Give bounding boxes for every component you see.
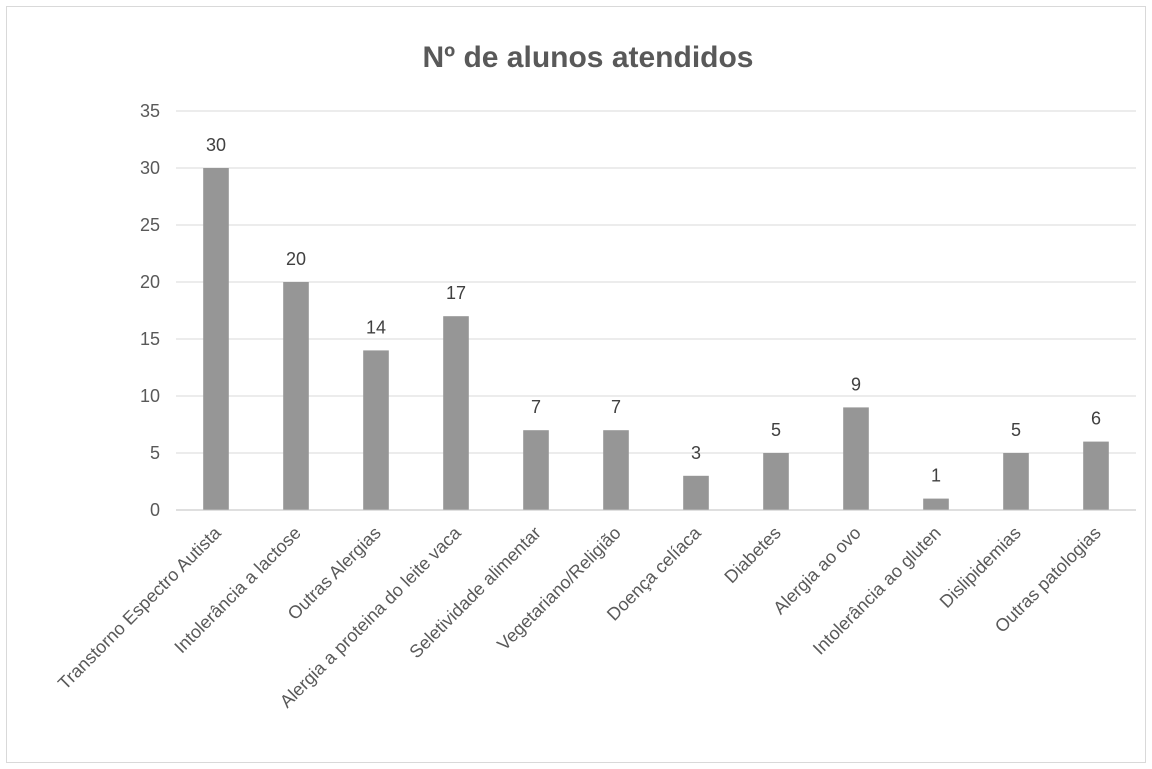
data-label: 7	[611, 397, 621, 417]
bar	[923, 498, 949, 510]
bars	[203, 168, 1109, 510]
bar	[1003, 453, 1029, 510]
x-tick-label: Dislipidemias	[936, 523, 1025, 612]
data-label: 30	[206, 135, 226, 155]
bar	[443, 316, 469, 510]
data-label: 9	[851, 374, 861, 394]
bar	[843, 407, 869, 510]
data-label: 1	[931, 466, 941, 486]
bar	[363, 350, 389, 510]
data-label: 20	[286, 249, 306, 269]
gridlines	[176, 110, 1136, 454]
y-tick-label: 20	[140, 272, 160, 292]
y-tick-label: 10	[140, 386, 160, 406]
bar	[603, 430, 629, 510]
bar	[683, 475, 709, 510]
data-label: 7	[531, 397, 541, 417]
bar	[523, 430, 549, 510]
data-label: 5	[1011, 420, 1021, 440]
y-tick-label: 30	[140, 158, 160, 178]
bar	[763, 453, 789, 510]
chart-title: Nº de alunos atendidos	[423, 41, 754, 74]
x-axis-ticks: Transtorno Espectro AutistaIntolerância …	[54, 522, 1105, 712]
data-label: 3	[691, 443, 701, 463]
x-tick-label: Transtorno Espectro Autista	[54, 522, 225, 693]
x-tick-label: Seletividade alimentar	[405, 523, 544, 662]
data-label: 17	[446, 283, 466, 303]
x-tick-label: Diabetes	[720, 523, 784, 587]
y-tick-label: 25	[140, 215, 160, 235]
y-tick-label: 0	[150, 500, 160, 520]
data-label: 5	[771, 420, 781, 440]
y-tick-label: 15	[140, 329, 160, 349]
bar	[1083, 441, 1109, 510]
chart-frame	[6, 6, 1146, 763]
bar	[283, 282, 309, 510]
data-label: 6	[1091, 409, 1101, 429]
data-labels: 30 20 14 17 7 7 3 5 9 1 5 6	[206, 135, 1101, 486]
y-tick-label: 35	[140, 101, 160, 121]
y-axis-ticks: 0 5 10 15 20 25 30 35	[140, 101, 160, 520]
y-tick-label: 5	[150, 443, 160, 463]
data-label: 14	[366, 317, 386, 337]
bar	[203, 168, 229, 510]
